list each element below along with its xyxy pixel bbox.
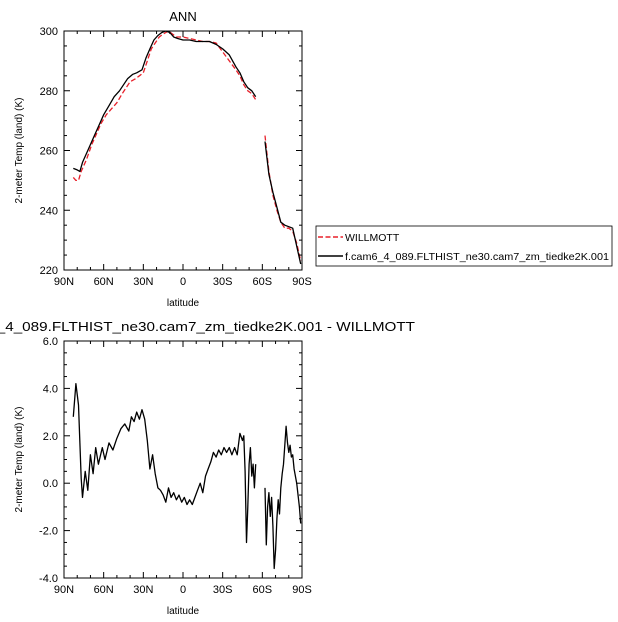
top-panel: ANN 2-meter Temp (land) (K) latitude 90N… (14, 9, 312, 309)
bottom-panel-y-axis-label: 2-meter Temp (land) (K) (14, 407, 25, 513)
bottom-x-tick-label: 0 (180, 584, 186, 596)
bottom-panel-x-axis-label: latitude (167, 606, 200, 617)
bottom-series-0 (72, 383, 302, 570)
bottom-panel-plot-area: 90N 60N 30N 0 30S 60S 90S -4.0 -2.0 0.0 2.0 4.0 6.0 (39, 336, 312, 596)
top-x-tick-label: 90N (54, 276, 74, 288)
bottom-y-tick-label: 2.0 (43, 431, 58, 443)
top-y-tick-label: 260 (40, 146, 58, 158)
bottom-x-tick-label: 30S (213, 584, 233, 596)
top-x-tick-label: 0 (180, 276, 186, 288)
bottom-series-0-segment-0 (72, 383, 257, 544)
bottom-x-tick-label: 30N (133, 584, 153, 596)
bottom-y-tick-label: -4.0 (39, 573, 58, 585)
top-x-tick-label: 60N (94, 276, 114, 288)
bottom-x-tick-label: 90N (54, 584, 74, 596)
top-panel-title: ANN (169, 9, 196, 24)
bottom-y-tick-label: 6.0 (43, 336, 58, 348)
top-x-tick-label: 60S (253, 276, 273, 288)
legend: WILLMOTT f.cam6_4_089.FLTHIST_ne30.cam7_… (315, 225, 613, 267)
top-y-tick-label: 280 (40, 86, 58, 98)
top-series-0-segment-0 (72, 31, 257, 182)
legend-entry-model: f.cam6_4_089.FLTHIST_ne30.cam7_zm_tiedke… (345, 251, 609, 263)
bottom-panel-title: f.cam6_4_089.FLTHIST_ne30.cam7_zm_tiedke… (0, 319, 415, 334)
top-x-tick-label: 30N (133, 276, 153, 288)
bottom-series-0-segment-1 (264, 425, 302, 570)
legend-box (315, 225, 613, 267)
top-series-1 (73, 31, 302, 265)
top-y-tick-label: 220 (40, 265, 58, 277)
top-panel-y-axis-label: 2-meter Temp (land) (K) (14, 98, 25, 204)
top-y-tick-label: 240 (40, 205, 58, 217)
top-y-tick-label: 300 (40, 26, 58, 38)
top-x-tick-label: 90S (292, 276, 312, 288)
top-series-0 (72, 31, 302, 262)
bottom-panel: f.cam6_4_089.FLTHIST_ne30.cam7_zm_tiedke… (0, 319, 415, 617)
bottom-x-tick-label: 60N (94, 584, 114, 596)
bottom-x-tick-label: 90S (292, 584, 312, 596)
top-panel-plot-area: 90N 60N 30N 0 30S 60S 90S 220 240 260 280 300 (40, 26, 312, 288)
legend-entry-willmott: WILLMOTT (345, 232, 400, 244)
bottom-y-tick-label: 0.0 (43, 478, 58, 490)
top-series-1-segment-1 (264, 141, 302, 265)
bottom-x-tick-label: 60S (253, 584, 273, 596)
top-panel-x-axis-label: latitude (167, 298, 200, 309)
bottom-y-tick-label: -2.0 (39, 526, 58, 538)
top-series-1-segment-0 (73, 31, 257, 173)
top-x-tick-label: 30S (213, 276, 233, 288)
bottom-y-tick-label: 4.0 (43, 383, 58, 395)
